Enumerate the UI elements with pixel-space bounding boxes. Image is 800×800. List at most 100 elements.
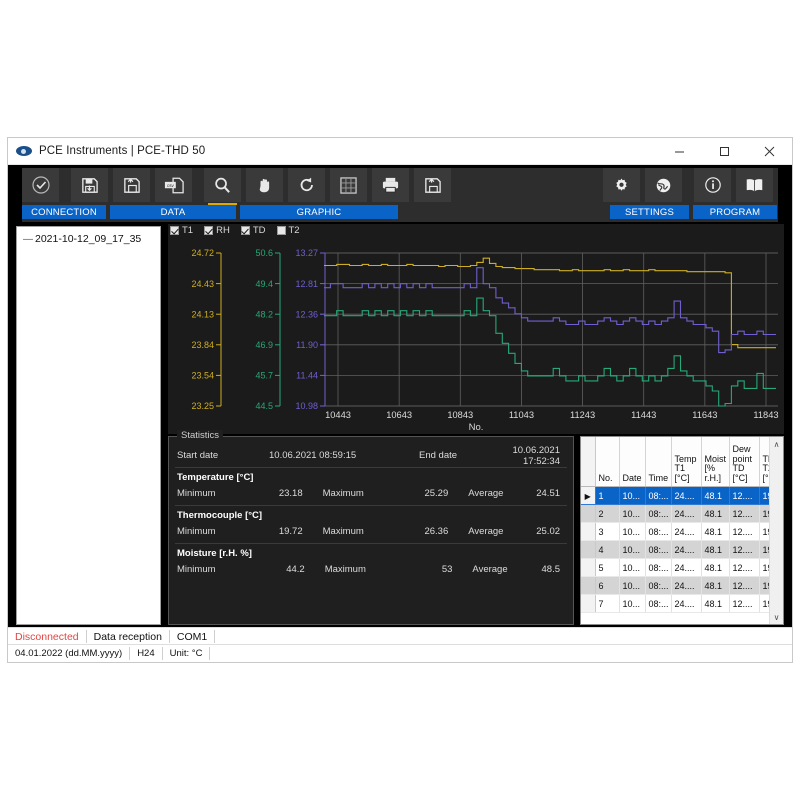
table-cell-t1[interactable]: 24.... [671,558,702,577]
table-row[interactable]: ▶110...08:...24....48.112....19.8 [581,486,783,505]
table-header-cell[interactable]: No. [595,437,620,487]
table-cell-time[interactable]: 08:... [645,558,672,577]
table-header-cell[interactable]: Time [645,437,672,487]
table-cell-rh[interactable]: 48.1 [701,486,730,505]
table-cell-td[interactable]: 12.... [729,558,760,577]
category-data[interactable]: DATA [110,205,236,219]
table-cell-t1[interactable]: 24.... [671,522,702,541]
row-marker[interactable]: ▶ [581,486,596,505]
table-cell-td[interactable]: 12.... [729,576,760,595]
row-marker[interactable] [581,558,596,577]
series-toggle-t2[interactable]: T2 [276,225,300,236]
table-row[interactable]: 710...08:...24....48.112....19.... [581,594,783,613]
reset-view-icon[interactable] [288,168,325,202]
table-cell-td[interactable]: 12.... [729,486,760,505]
row-marker[interactable] [581,504,596,523]
connection-check-icon[interactable] [22,168,59,202]
table-cell-t1[interactable]: 24.... [671,540,702,559]
table-row[interactable]: 510...08:...24....48.112....19.... [581,558,783,577]
table-cell-t1[interactable]: 24.... [671,504,702,523]
table-cell-date[interactable]: 10... [619,576,646,595]
checkbox-rh-icon[interactable] [204,226,214,235]
chart-plot[interactable]: T1 [°C] f [% r.H.] TD [°C] 24.7224.4324.… [168,237,784,434]
table-cell-t1[interactable]: 24.... [671,594,702,613]
category-program[interactable]: PROGRAM [693,205,777,219]
tree-item-recording[interactable]: — 2021-10-12_09_17_35 [21,232,156,246]
pan-hand-icon[interactable] [246,168,283,202]
table-cell-td[interactable]: 12.... [729,594,760,613]
print-icon[interactable] [372,168,409,202]
settings-gear-icon[interactable] [603,168,640,202]
table-cell-no[interactable]: 7 [595,594,620,613]
minimize-button[interactable] [657,138,702,164]
table-cell-no[interactable]: 5 [595,558,620,577]
table-cell-td[interactable]: 12.... [729,522,760,541]
table-scrollbar[interactable]: ∧ ∨ [769,437,783,624]
table-cell-time[interactable]: 08:... [645,522,672,541]
category-connection[interactable]: CONNECTION [22,205,106,219]
table-cell-rh[interactable]: 48.1 [701,558,730,577]
row-marker[interactable] [581,576,596,595]
table-cell-no[interactable]: 4 [595,540,620,559]
info-icon[interactable] [694,168,731,202]
save-graphic-icon[interactable] [414,168,451,202]
table-cell-rh[interactable]: 48.1 [701,540,730,559]
manual-book-icon[interactable] [736,168,773,202]
table-cell-rh[interactable]: 48.1 [701,522,730,541]
table-row[interactable]: 310...08:...24....48.112....19.... [581,522,783,541]
table-cell-time[interactable]: 08:... [645,504,672,523]
checkbox-t2-icon[interactable] [276,226,286,235]
category-settings[interactable]: SETTINGS [610,205,689,219]
close-button[interactable] [747,138,792,164]
save-data-icon[interactable] [71,168,108,202]
zoom-icon[interactable] [204,168,241,205]
table-header-cell[interactable]: Temp T1 [°C] [671,437,702,487]
table-cell-no[interactable]: 1 [595,486,620,505]
file-tree-panel[interactable]: — 2021-10-12_09_17_35 [16,226,161,625]
row-marker[interactable] [581,594,596,613]
scroll-down-icon[interactable]: ∨ [773,612,780,622]
table-cell-time[interactable]: 08:... [645,540,672,559]
export-csv-icon[interactable]: csv [155,168,192,202]
series-toggle-rh[interactable]: RH [204,225,230,236]
table-cell-t1[interactable]: 24.... [671,486,702,505]
table-cell-date[interactable]: 10... [619,486,646,505]
table-cell-no[interactable]: 2 [595,504,620,523]
svg-text:10643: 10643 [386,410,412,420]
table-cell-date[interactable]: 10... [619,594,646,613]
table-cell-t1[interactable]: 24.... [671,576,702,595]
row-marker[interactable] [581,540,596,559]
grid-toggle-icon[interactable] [330,168,367,202]
table-row[interactable]: 610...08:...24....48.112....19.... [581,576,783,595]
checkbox-t1-icon[interactable] [170,226,179,235]
table-header-cell[interactable]: Dew point TD [°C] [729,437,760,487]
scroll-up-icon[interactable]: ∧ [773,439,780,449]
table-cell-td[interactable]: 12.... [729,540,760,559]
table-cell-rh[interactable]: 48.1 [701,576,730,595]
table-cell-date[interactable]: 10... [619,558,646,577]
table-cell-rh[interactable]: 48.1 [701,504,730,523]
table-cell-no[interactable]: 3 [595,522,620,541]
table-cell-time[interactable]: 08:... [645,486,672,505]
language-globe-icon[interactable] [645,168,682,202]
table-row[interactable]: 410...08:...24....48.112....19.... [581,540,783,559]
table-cell-td[interactable]: 12.... [729,504,760,523]
maximize-button[interactable] [702,138,747,164]
series-toggle-t1[interactable]: T1 [170,225,193,236]
series-toggle-td[interactable]: TD [240,225,266,236]
table-cell-time[interactable]: 08:... [645,594,672,613]
table-header-cell[interactable]: Moist [% r.H.] [701,437,730,487]
category-graphic[interactable]: GRAPHIC [240,205,398,219]
checkbox-td-icon[interactable] [240,226,250,235]
table-cell-rh[interactable]: 48.1 [701,594,730,613]
table-cell-date[interactable]: 10... [619,522,646,541]
row-marker[interactable] [581,522,596,541]
table-cell-date[interactable]: 10... [619,540,646,559]
table-row[interactable]: 210...08:...24....48.112....19.... [581,504,783,523]
table-header-cell[interactable]: Date [619,437,646,487]
table-cell-no[interactable]: 6 [595,576,620,595]
table-cell-time[interactable]: 08:... [645,576,672,595]
data-table-panel[interactable]: No. Date Time Temp T1 [°C] Moist [% r.H.] Dew… [580,436,784,625]
open-data-icon[interactable] [113,168,150,202]
table-cell-date[interactable]: 10... [619,504,646,523]
